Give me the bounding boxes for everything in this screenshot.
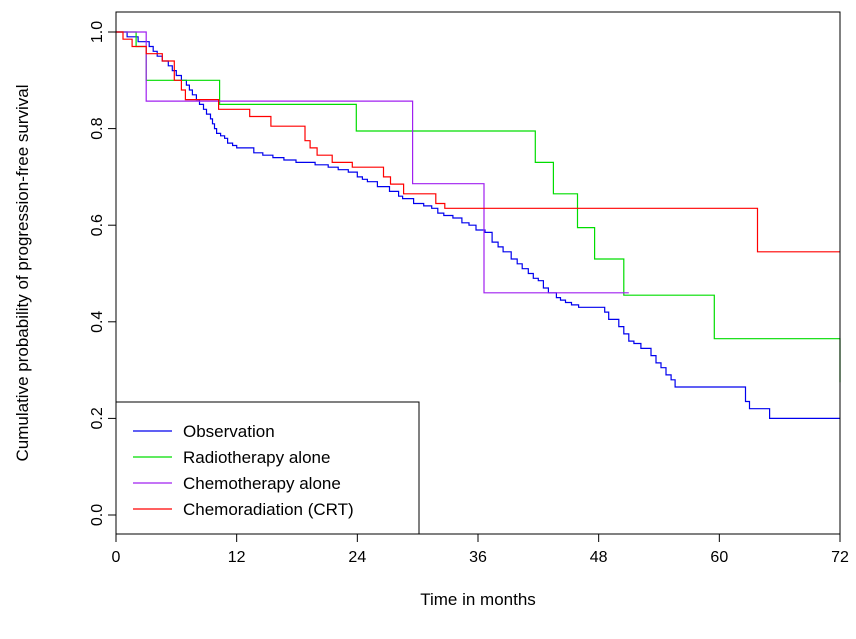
x-tick-label: 12 xyxy=(228,549,246,566)
axes-layer: 0 12 24 36 48 60 72 0.0 0.2 0.4 0.6 0.8 1.0 xyxy=(89,21,849,566)
series-layer xyxy=(116,31,841,419)
y-tick-label: 1.0 xyxy=(89,21,106,43)
x-tick-label: 36 xyxy=(469,549,487,566)
legend-label: Radiotherapy alone xyxy=(183,448,330,467)
y-axis-title: Cumulative probability of progression-fr… xyxy=(13,85,32,462)
y-tick-label: 0.0 xyxy=(89,504,106,526)
legend-label: Chemotherapy alone xyxy=(183,474,341,493)
y-tick-label: 0.8 xyxy=(89,117,106,139)
y-tick-label: 0.4 xyxy=(89,311,106,333)
x-tick-label: 72 xyxy=(831,549,849,566)
x-tick-label: 24 xyxy=(348,549,366,566)
y-tick-label: 0.2 xyxy=(89,407,106,429)
x-axis-title: Time in months xyxy=(420,590,536,609)
legend-label: Chemoradiation (CRT) xyxy=(183,500,354,519)
y-tick-label: 0.6 xyxy=(89,214,106,236)
x-tick-label: 60 xyxy=(710,549,728,566)
x-tick-label: 48 xyxy=(590,549,608,566)
series-line-chemotherapy-alone xyxy=(116,31,629,294)
series-line-observation xyxy=(116,31,840,419)
legend-box xyxy=(115,401,420,535)
series-line-radiotherapy-alone xyxy=(116,31,841,383)
series-line-chemoradiation-crt xyxy=(116,31,840,253)
legend: Observation Radiotherapy alone Chemotherap… xyxy=(115,401,420,535)
x-tick-label: 0 xyxy=(112,549,121,566)
legend-label: Observation xyxy=(183,422,275,441)
